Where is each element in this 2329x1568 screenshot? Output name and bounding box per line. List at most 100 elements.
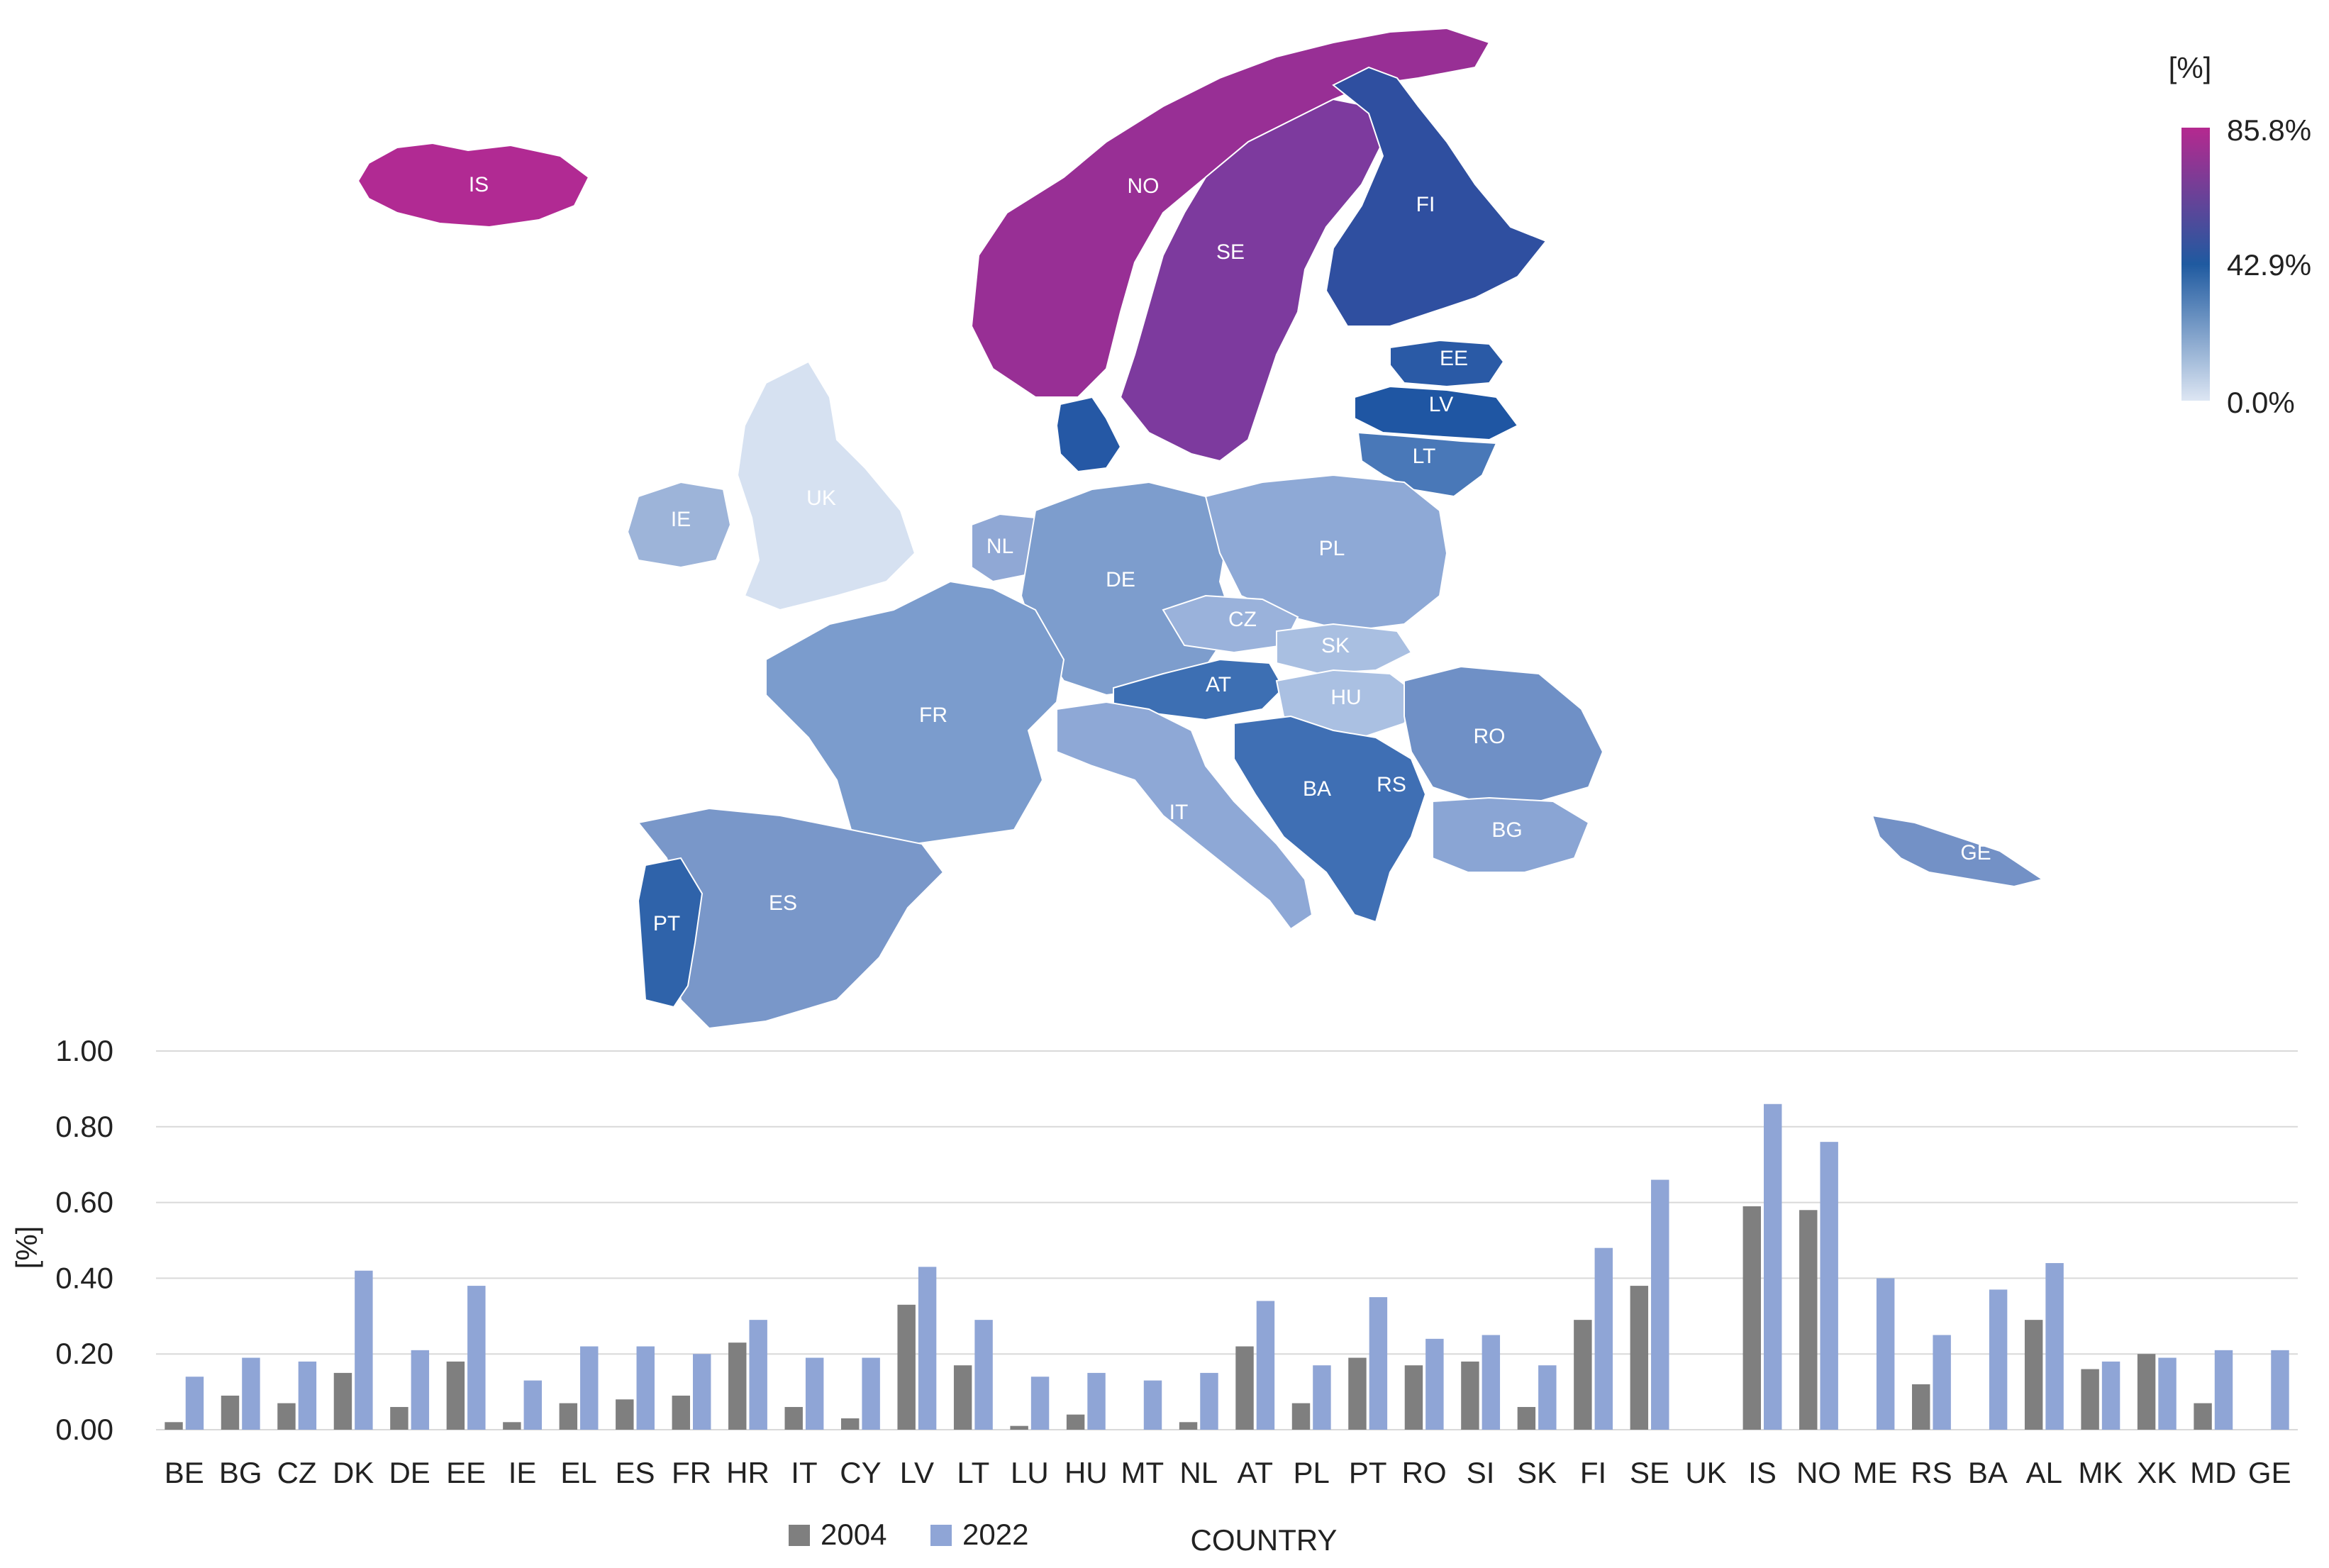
x-tick-label: GE — [2248, 1456, 2291, 1489]
map-label-de: DE — [1106, 568, 1135, 591]
x-tick-label: PL — [1294, 1456, 1330, 1489]
bar-2004-fr — [672, 1395, 690, 1430]
x-tick-label: IS — [1748, 1456, 1777, 1489]
x-tick-labels: BE BG CZ DK DE EE IE EL ES FR HR IT CY LV LT LU HU MT NL AT… — [165, 1456, 2291, 1489]
scale-mid-label: 42.9% — [2227, 248, 2311, 282]
bars — [165, 1103, 2289, 1430]
map-region-ee — [1389, 339, 1505, 388]
bar-2004-pt — [1348, 1357, 1367, 1430]
map-labels: IS NO SE FI EE LV LT IE UK NL DE PL CZ SK AT HU RO FR BA RS… — [469, 173, 1991, 935]
map-label-uk: UK — [806, 486, 836, 510]
scale-unit: [%] — [2169, 51, 2212, 84]
bar-2022-lv — [918, 1267, 937, 1430]
bar-2004-ee — [446, 1361, 465, 1430]
y-tick-label: 0.40 — [55, 1261, 113, 1294]
bar-2022-be — [185, 1377, 204, 1430]
bar-2004-at — [1235, 1346, 1254, 1430]
x-tick-label: FR — [672, 1456, 711, 1489]
x-tick-label: FI — [1580, 1456, 1606, 1489]
bar-2004-be — [165, 1422, 183, 1430]
x-tick-label: NO — [1796, 1456, 1841, 1489]
bar-2004-es — [616, 1399, 634, 1430]
y-tick-label: 0.20 — [55, 1337, 113, 1370]
bar-2004-is — [1742, 1206, 1761, 1430]
bar-2022-lt — [974, 1320, 993, 1430]
bar-chart: 0.00 0.20 0.40 0.60 0.80 1.00 BE BG CZ DK DE EE IE E… — [10, 1034, 2298, 1557]
bar-2004-si — [1461, 1361, 1479, 1430]
bar-2022-cz — [298, 1361, 317, 1430]
bar-2022-hr — [749, 1320, 767, 1430]
x-axis-label: COUNTRY — [1191, 1523, 1338, 1557]
x-tick-label: SK — [1517, 1456, 1557, 1489]
bar-2004-xk — [2137, 1354, 2156, 1430]
map-region-bg — [1432, 796, 1590, 873]
bar-2022-de — [411, 1350, 430, 1430]
x-tick-label: XK — [2137, 1456, 2177, 1489]
x-tick-label: IE — [508, 1456, 537, 1489]
bar-2004-ro — [1404, 1365, 1423, 1430]
bar-2022-el — [580, 1346, 599, 1430]
scale-bar — [2181, 128, 2210, 401]
legend-label-2022: 2022 — [962, 1518, 1028, 1551]
bar-2004-it — [784, 1406, 803, 1430]
map-label-fr: FR — [919, 704, 947, 727]
bar-2004-lv — [897, 1304, 916, 1430]
x-tick-label: DE — [389, 1456, 430, 1489]
y-tick-labels: 0.00 0.20 0.40 0.60 0.80 1.00 — [55, 1034, 113, 1446]
x-tick-label: LU — [1011, 1456, 1049, 1489]
bar-2004-se — [1630, 1286, 1649, 1430]
scale-max-label: 85.8% — [2227, 113, 2311, 147]
x-tick-label: EL — [560, 1456, 596, 1489]
map-label-pt: PT — [653, 912, 680, 935]
bar-2004-sk — [1517, 1406, 1536, 1430]
x-tick-label: BA — [1968, 1456, 2008, 1489]
bar-2004-no — [1799, 1210, 1818, 1430]
x-tick-label: AL — [2026, 1456, 2062, 1489]
x-tick-label: LT — [957, 1456, 989, 1489]
bar-2022-fr — [693, 1354, 711, 1430]
map-label-es: ES — [769, 891, 797, 915]
x-tick-label: UK — [1685, 1456, 1726, 1489]
bar-2022-hu — [1087, 1372, 1106, 1430]
bar-2022-ee — [467, 1286, 486, 1430]
x-tick-label: BE — [165, 1456, 204, 1489]
map-label-ro: RO — [1474, 725, 1506, 748]
bar-2004-al — [2024, 1320, 2043, 1430]
bar-2022-es — [636, 1346, 655, 1430]
gridlines — [156, 1050, 2298, 1430]
x-tick-label: MT — [1121, 1456, 1164, 1489]
bar-2022-xk — [2158, 1357, 2177, 1430]
map-region-uk — [736, 360, 916, 611]
map-label-bg: BG — [1491, 818, 1522, 842]
bar-2004-mk — [2081, 1369, 2099, 1430]
y-tick-label: 0.60 — [55, 1186, 113, 1219]
bar-2022-rs — [1933, 1335, 1951, 1430]
map-region-fr — [765, 580, 1065, 845]
bar-2022-pl — [1313, 1365, 1331, 1430]
x-tick-label: SE — [1630, 1456, 1669, 1489]
bar-2022-se — [1651, 1179, 1669, 1430]
bar-2004-cz — [277, 1403, 296, 1430]
x-tick-label: CY — [840, 1456, 881, 1489]
bar-2004-hr — [728, 1342, 747, 1430]
map-region-lt — [1357, 431, 1498, 498]
bar-2004-fi — [1574, 1320, 1592, 1430]
bar-2004-de — [390, 1406, 408, 1430]
map-label-nl: NL — [986, 535, 1013, 558]
bar-2022-md — [2214, 1350, 2233, 1430]
bar-2022-it — [805, 1357, 824, 1430]
bar-2022-bg — [242, 1357, 260, 1430]
bar-2004-pl — [1291, 1403, 1311, 1430]
legend-label-2004: 2004 — [821, 1518, 886, 1551]
y-tick-label: 0.00 — [55, 1413, 113, 1446]
bar-2022-me — [1876, 1278, 1895, 1430]
bar-2022-ba — [1989, 1289, 2008, 1430]
scale-min-label: 0.0% — [2227, 386, 2295, 419]
x-tick-label: NL — [1179, 1456, 1218, 1489]
bar-2022-cy — [862, 1357, 880, 1430]
x-tick-label: PT — [1349, 1456, 1387, 1489]
x-tick-label: MK — [2078, 1456, 2123, 1489]
map-label-rs: RS — [1377, 773, 1406, 796]
bar-2004-md — [2194, 1403, 2212, 1430]
